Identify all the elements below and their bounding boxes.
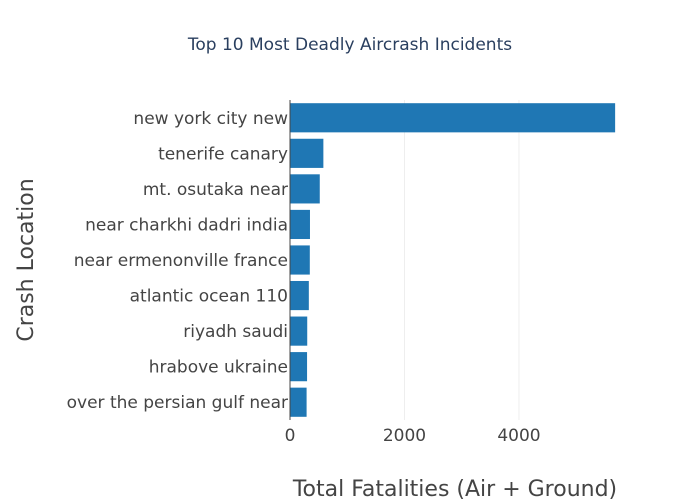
bar <box>290 316 308 346</box>
y-tick-labels: over the persian gulf near hrabove ukrain… <box>67 109 288 413</box>
x-tick-labels: 0 2000 4000 <box>285 426 541 446</box>
bars <box>290 103 616 417</box>
x-tick-label: 4000 <box>497 426 540 446</box>
y-tick-label: atlantic ocean 110 <box>130 287 288 307</box>
y-tick-label: tenerife canary <box>158 144 288 164</box>
y-tick-label: new york city new <box>133 109 288 129</box>
bar <box>290 103 616 133</box>
x-tick-label: 2000 <box>383 426 426 446</box>
gridlines <box>403 100 520 420</box>
y-tick-label: mt. osutaka near <box>143 180 288 200</box>
y-tick-label: hrabove ukraine <box>149 358 288 378</box>
y-tick-label: near charkhi dadri india <box>85 215 288 235</box>
bar <box>290 174 320 204</box>
bar <box>290 352 308 382</box>
bar <box>290 280 309 311</box>
y-axis-title: Crash Location <box>14 178 39 341</box>
x-axis-title: Total Fatalities (Air + Ground) <box>292 477 617 500</box>
chart-title: Top 10 Most Deadly Aircrash Incidents <box>187 35 512 55</box>
y-tick-label: over the persian gulf near <box>67 393 288 413</box>
y-tick-label: near ermenonville france <box>74 251 288 271</box>
bar <box>290 209 310 240</box>
bar <box>290 387 307 417</box>
x-tick-label: 0 <box>285 426 296 446</box>
y-tick-label: riyadh saudi <box>183 322 288 342</box>
bar <box>290 245 310 275</box>
bar <box>290 138 324 168</box>
